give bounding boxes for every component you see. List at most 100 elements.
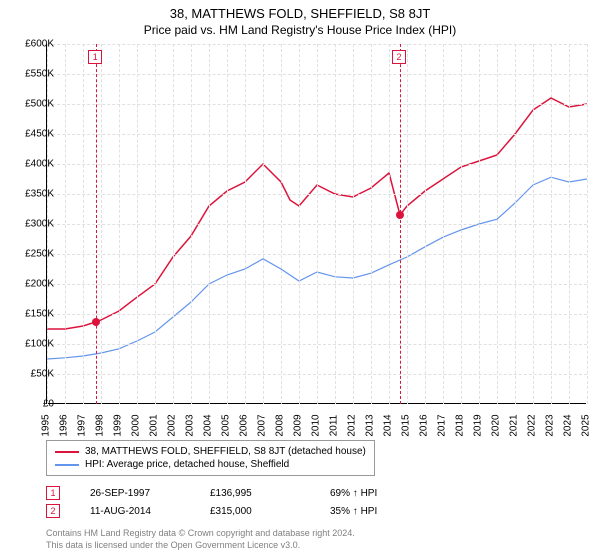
- legend-swatch: [55, 464, 79, 466]
- event-row: 2 11-AUG-2014 £315,000 35% ↑ HPI: [46, 502, 377, 520]
- vgridline: [425, 44, 426, 404]
- legend-item: HPI: Average price, detached house, Shef…: [55, 458, 366, 471]
- x-axis-label: 1996: [59, 414, 70, 436]
- x-axis-label: 2017: [437, 414, 448, 436]
- event-date: 26-SEP-1997: [90, 488, 180, 499]
- x-axis-label: 2005: [221, 414, 232, 436]
- x-axis-label: 2025: [581, 414, 592, 436]
- event-dot: [92, 318, 100, 326]
- x-axis-label: 2008: [275, 414, 286, 436]
- x-axis-label: 2024: [563, 414, 574, 436]
- vgridline: [299, 44, 300, 404]
- vgridline: [569, 44, 570, 404]
- chart-title: 38, MATTHEWS FOLD, SHEFFIELD, S8 8JT: [0, 0, 600, 21]
- x-axis-label: 1995: [41, 414, 52, 436]
- event-price: £315,000: [210, 506, 300, 517]
- x-axis-label: 2007: [257, 414, 268, 436]
- vgridline: [479, 44, 480, 404]
- vgridline: [371, 44, 372, 404]
- x-axis-label: 2019: [473, 414, 484, 436]
- x-axis-label: 2000: [131, 414, 142, 436]
- x-axis-label: 1999: [113, 414, 124, 436]
- vgridline: [119, 44, 120, 404]
- x-axis-label: 2021: [509, 414, 520, 436]
- event-dot: [396, 211, 404, 219]
- vgridline: [587, 44, 588, 404]
- y-axis-label: £600K: [25, 39, 54, 50]
- event-price: £136,995: [210, 488, 300, 499]
- x-axis-label: 2002: [167, 414, 178, 436]
- vgridline: [353, 44, 354, 404]
- vgridline: [515, 44, 516, 404]
- vgridline: [155, 44, 156, 404]
- legend-label: HPI: Average price, detached house, Shef…: [85, 459, 289, 470]
- events-table: 1 26-SEP-1997 £136,995 69% ↑ HPI 2 11-AUG-201…: [46, 484, 377, 520]
- x-axis-label: 2006: [239, 414, 250, 436]
- x-axis-label: 2011: [329, 415, 340, 437]
- vgridline: [281, 44, 282, 404]
- vgridline: [461, 44, 462, 404]
- vgridline: [263, 44, 264, 404]
- y-axis-label: £350K: [25, 189, 54, 200]
- vgridline: [173, 44, 174, 404]
- event-line: [400, 44, 401, 404]
- y-axis-label: £450K: [25, 129, 54, 140]
- footer-line: Contains HM Land Registry data © Crown c…: [46, 528, 355, 540]
- vgridline: [83, 44, 84, 404]
- vgridline: [551, 44, 552, 404]
- legend: 38, MATTHEWS FOLD, SHEFFIELD, S8 8JT (de…: [46, 440, 375, 476]
- y-axis-label: £250K: [25, 249, 54, 260]
- event-delta: 35% ↑ HPI: [330, 506, 377, 517]
- event-date: 11-AUG-2014: [90, 506, 180, 517]
- legend-item: 38, MATTHEWS FOLD, SHEFFIELD, S8 8JT (de…: [55, 445, 366, 458]
- x-axis-label: 1998: [95, 414, 106, 436]
- x-axis-label: 2012: [347, 414, 358, 436]
- vgridline: [443, 44, 444, 404]
- x-axis-label: 2016: [419, 414, 430, 436]
- legend-swatch: [55, 451, 79, 453]
- event-delta: 69% ↑ HPI: [330, 488, 377, 499]
- y-axis-label: £300K: [25, 219, 54, 230]
- event-line: [96, 44, 97, 404]
- x-axis-label: 2023: [545, 414, 556, 436]
- x-axis-label: 2003: [185, 414, 196, 436]
- x-axis-label: 2014: [383, 414, 394, 436]
- y-axis-label: £0: [43, 399, 54, 410]
- event-box: 2: [46, 504, 60, 518]
- y-axis-label: £200K: [25, 279, 54, 290]
- x-axis-label: 2004: [203, 414, 214, 436]
- footer-attribution: Contains HM Land Registry data © Crown c…: [46, 528, 355, 551]
- y-axis-label: £50K: [31, 369, 54, 380]
- x-axis-label: 2022: [527, 414, 538, 436]
- x-axis-label: 1997: [77, 414, 88, 436]
- chart-subtitle: Price paid vs. HM Land Registry's House …: [0, 21, 600, 37]
- x-axis-label: 2009: [293, 414, 304, 436]
- vgridline: [65, 44, 66, 404]
- vgridline: [407, 44, 408, 404]
- vgridline: [389, 44, 390, 404]
- vgridline: [497, 44, 498, 404]
- x-axis-label: 2013: [365, 414, 376, 436]
- footer-line: This data is licensed under the Open Gov…: [46, 540, 355, 552]
- x-axis-label: 2010: [311, 414, 322, 436]
- y-axis-label: £150K: [25, 309, 54, 320]
- y-axis-label: £550K: [25, 69, 54, 80]
- vgridline: [101, 44, 102, 404]
- legend-label: 38, MATTHEWS FOLD, SHEFFIELD, S8 8JT (de…: [85, 446, 366, 457]
- event-marker: 2: [392, 50, 406, 64]
- x-axis-label: 2018: [455, 414, 466, 436]
- y-axis-label: £400K: [25, 159, 54, 170]
- event-box: 1: [46, 486, 60, 500]
- vgridline: [335, 44, 336, 404]
- y-axis-label: £100K: [25, 339, 54, 350]
- chart-container: 38, MATTHEWS FOLD, SHEFFIELD, S8 8JT Pri…: [0, 0, 600, 560]
- vgridline: [137, 44, 138, 404]
- vgridline: [227, 44, 228, 404]
- y-axis-label: £500K: [25, 99, 54, 110]
- event-row: 1 26-SEP-1997 £136,995 69% ↑ HPI: [46, 484, 377, 502]
- vgridline: [191, 44, 192, 404]
- chart-area: [46, 44, 586, 404]
- x-axis-label: 2015: [401, 414, 412, 436]
- vgridline: [533, 44, 534, 404]
- event-marker: 1: [88, 50, 102, 64]
